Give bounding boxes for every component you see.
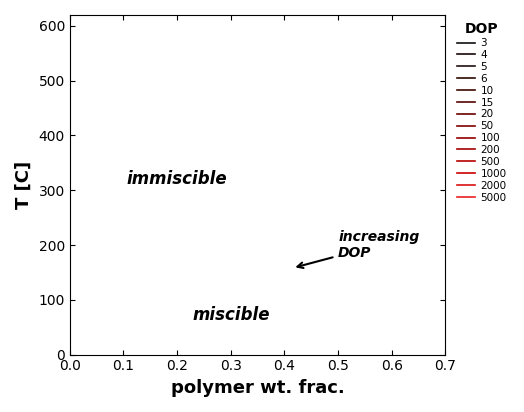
Text: miscible: miscible: [192, 306, 269, 324]
Legend: 3, 4, 5, 6, 10, 15, 20, 50, 100, 200, 500, 1000, 2000, 5000: 3, 4, 5, 6, 10, 15, 20, 50, 100, 200, 50…: [454, 20, 509, 205]
Y-axis label: T [C]: T [C]: [15, 161, 33, 209]
X-axis label: polymer wt. frac.: polymer wt. frac.: [171, 379, 344, 397]
Text: increasing
DOP: increasing DOP: [298, 230, 419, 268]
Text: immiscible: immiscible: [127, 170, 227, 188]
